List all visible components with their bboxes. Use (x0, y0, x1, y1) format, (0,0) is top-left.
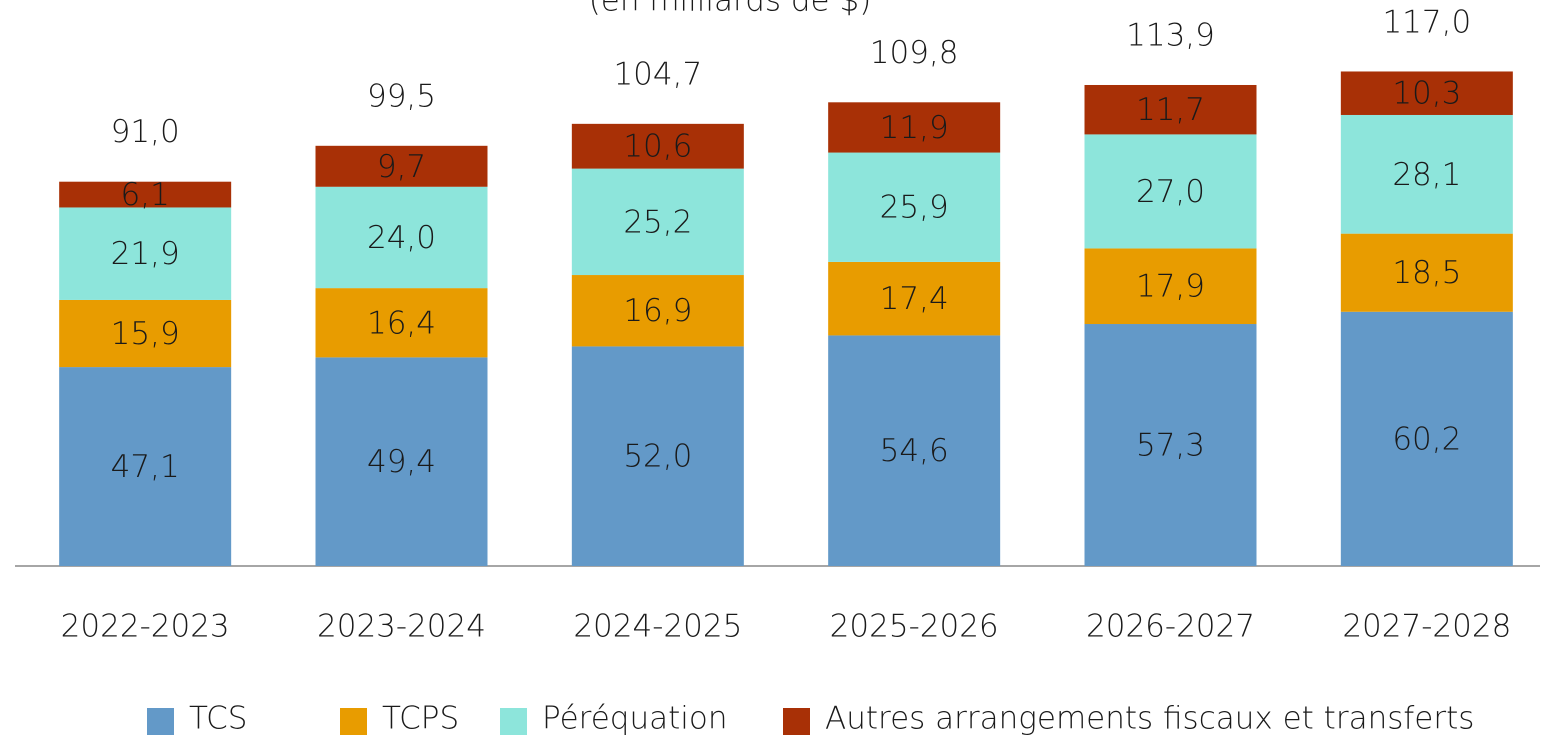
data-label: 9,7 (377, 149, 426, 185)
legend-label: Péréquation (542, 701, 728, 737)
bar-segment (59, 367, 232, 566)
total-label: 117,0 (1382, 4, 1471, 40)
legend-label: TCS (189, 701, 247, 737)
bar-segment (571, 168, 744, 276)
bar-segment (59, 181, 232, 208)
data-label: 16,4 (367, 305, 436, 341)
data-label: 6,1 (121, 177, 170, 213)
data-label: 49,4 (367, 444, 436, 480)
data-label: 54,6 (880, 433, 949, 469)
bar-segment (828, 261, 1001, 336)
data-label: 25,2 (623, 204, 692, 240)
bar-segment (1084, 324, 1257, 566)
bar-segment (1340, 311, 1513, 566)
bar-segment (1084, 248, 1257, 325)
data-label: 11,9 (880, 110, 949, 146)
data-label: 18,5 (1392, 255, 1461, 291)
data-label: 17,9 (1136, 269, 1205, 305)
data-label: 16,9 (623, 293, 692, 329)
bar-segment (59, 299, 232, 368)
bar-segment (828, 102, 1001, 153)
legend-swatch (500, 708, 527, 735)
bar-segment (315, 357, 488, 566)
data-label: 28,1 (1392, 157, 1461, 193)
data-label: 47,1 (111, 449, 180, 485)
bar-segment (571, 275, 744, 347)
total-label: 99,5 (367, 78, 436, 114)
x-tick-label: 2024-2025 (573, 609, 742, 645)
data-label: 21,9 (111, 236, 180, 272)
bar-segment (315, 145, 488, 187)
data-label: 60,2 (1392, 421, 1461, 457)
bar-segment (571, 123, 744, 169)
total-label: 91,0 (111, 114, 180, 150)
data-label: 24,0 (367, 220, 436, 256)
x-tick-label: 2025-2026 (830, 609, 999, 645)
data-label: 17,4 (880, 281, 949, 317)
data-label: 10,3 (1392, 76, 1461, 112)
legend-swatch (340, 708, 367, 735)
data-label: 25,9 (880, 190, 949, 226)
bar-segment (1340, 114, 1513, 234)
data-label: 57,3 (1136, 428, 1205, 464)
x-tick-label: 2022-2023 (61, 609, 230, 645)
legend-label: TCPS (382, 701, 459, 737)
data-label: 15,9 (111, 316, 180, 352)
total-label: 113,9 (1126, 17, 1215, 53)
bar-segment (315, 288, 488, 358)
legend-label: Autres arrangements fiscaux et transfert… (825, 701, 1474, 737)
chart-subtitle: (en milliards de $) (589, 0, 872, 19)
data-label: 52,0 (623, 439, 692, 475)
bar-segment (1340, 71, 1513, 115)
bar-segment (1084, 84, 1257, 135)
bar-segment (1084, 134, 1257, 249)
legend-swatch (783, 708, 810, 735)
bar-segment (59, 207, 232, 300)
x-tick-label: 2027-2028 (1342, 609, 1511, 645)
total-label: 109,8 (870, 35, 959, 71)
data-label: 11,7 (1136, 92, 1205, 128)
bar-segment (828, 335, 1001, 566)
x-tick-label: 2026-2027 (1086, 609, 1255, 645)
bar-segment (828, 152, 1001, 262)
bar-segment (315, 186, 488, 289)
x-tick-label: 2023-2024 (317, 609, 486, 645)
total-label: 104,7 (613, 56, 702, 92)
data-label: 27,0 (1136, 174, 1205, 210)
bar-segment (571, 346, 744, 566)
bar-segment (1340, 233, 1513, 312)
legend-swatch (147, 708, 174, 735)
data-label: 10,6 (623, 129, 692, 165)
